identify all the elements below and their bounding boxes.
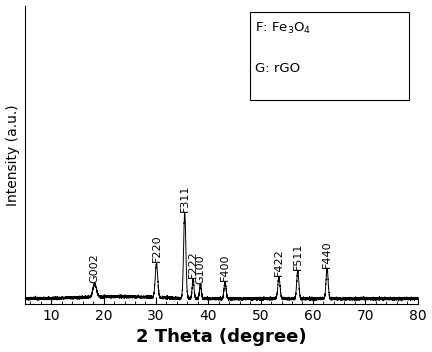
Text: G100: G100: [195, 254, 206, 284]
FancyBboxPatch shape: [250, 12, 409, 100]
Text: F: Fe$_3$O$_4$: F: Fe$_3$O$_4$: [255, 20, 311, 36]
Text: G002: G002: [90, 253, 100, 283]
Text: G: rGO: G: rGO: [255, 62, 300, 75]
Text: F440: F440: [322, 240, 332, 268]
Y-axis label: Intensity (a.u.): Intensity (a.u.): [6, 104, 19, 206]
Text: F511: F511: [293, 243, 303, 270]
Text: F400: F400: [220, 253, 230, 281]
X-axis label: 2 Theta (degree): 2 Theta (degree): [136, 328, 307, 346]
Text: F422: F422: [274, 249, 284, 276]
Text: F222: F222: [188, 251, 198, 278]
Text: F220: F220: [152, 235, 162, 262]
Text: F311: F311: [180, 185, 190, 212]
